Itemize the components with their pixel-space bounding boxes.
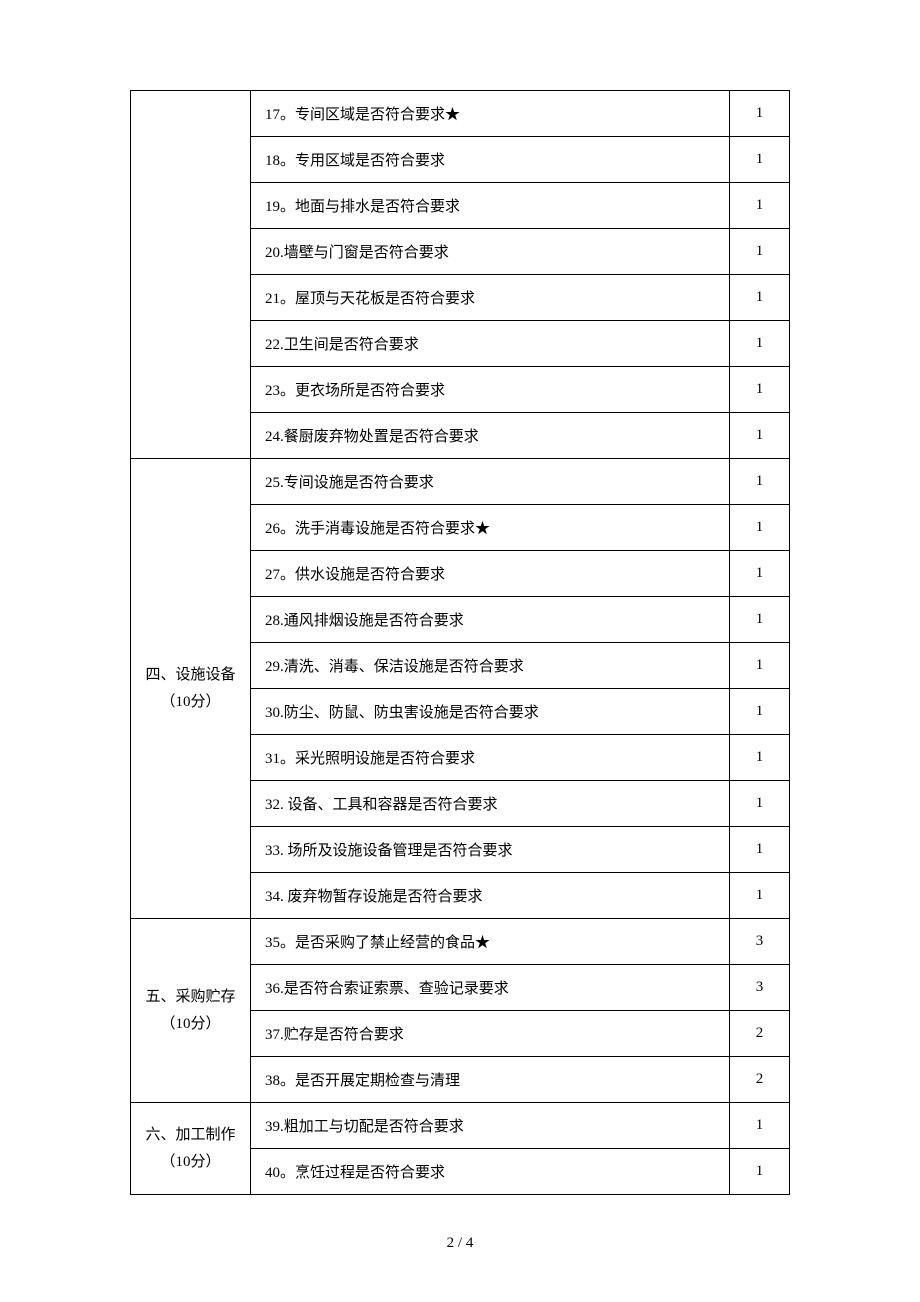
item-cell: 33. 场所及设施设备管理是否符合要求 bbox=[251, 827, 730, 873]
item-cell: 18。专用区域是否符合要求 bbox=[251, 137, 730, 183]
category-cell: 六、加工制作（10分） bbox=[131, 1103, 251, 1195]
assessment-table: 17。专间区域是否符合要求★118。专用区域是否符合要求119。地面与排水是否符… bbox=[130, 90, 790, 1195]
item-cell: 20.墙壁与门窗是否符合要求 bbox=[251, 229, 730, 275]
category-cell bbox=[131, 91, 251, 459]
page-footer: 2 / 4 bbox=[130, 1235, 790, 1252]
item-cell: 28.通风排烟设施是否符合要求 bbox=[251, 597, 730, 643]
score-cell: 1 bbox=[730, 137, 790, 183]
table-row: 五、采购贮存（10分）35。是否采购了禁止经营的食品★3 bbox=[131, 919, 790, 965]
item-cell: 35。是否采购了禁止经营的食品★ bbox=[251, 919, 730, 965]
score-cell: 2 bbox=[730, 1057, 790, 1103]
score-cell: 1 bbox=[730, 367, 790, 413]
item-cell: 31。采光照明设施是否符合要求 bbox=[251, 735, 730, 781]
score-cell: 1 bbox=[730, 643, 790, 689]
table-row: 17。专间区域是否符合要求★1 bbox=[131, 91, 790, 137]
item-cell: 25.专间设施是否符合要求 bbox=[251, 459, 730, 505]
item-cell: 19。地面与排水是否符合要求 bbox=[251, 183, 730, 229]
score-cell: 1 bbox=[730, 183, 790, 229]
table-row: 六、加工制作（10分）39.粗加工与切配是否符合要求1 bbox=[131, 1103, 790, 1149]
score-cell: 1 bbox=[730, 551, 790, 597]
score-cell: 1 bbox=[730, 1149, 790, 1195]
item-cell: 34. 废弃物暂存设施是否符合要求 bbox=[251, 873, 730, 919]
score-cell: 1 bbox=[730, 1103, 790, 1149]
item-cell: 38。是否开展定期检查与清理 bbox=[251, 1057, 730, 1103]
score-cell: 1 bbox=[730, 827, 790, 873]
item-cell: 21。屋顶与天花板是否符合要求 bbox=[251, 275, 730, 321]
score-cell: 1 bbox=[730, 689, 790, 735]
item-cell: 23。更衣场所是否符合要求 bbox=[251, 367, 730, 413]
category-cell: 五、采购贮存（10分） bbox=[131, 919, 251, 1103]
category-cell: 四、设施设备（10分） bbox=[131, 459, 251, 919]
score-cell: 1 bbox=[730, 505, 790, 551]
item-cell: 26。洗手消毒设施是否符合要求★ bbox=[251, 505, 730, 551]
score-cell: 1 bbox=[730, 459, 790, 505]
score-cell: 1 bbox=[730, 873, 790, 919]
score-cell: 1 bbox=[730, 229, 790, 275]
score-cell: 1 bbox=[730, 735, 790, 781]
item-cell: 22.卫生间是否符合要求 bbox=[251, 321, 730, 367]
item-cell: 37.贮存是否符合要求 bbox=[251, 1011, 730, 1057]
score-cell: 1 bbox=[730, 321, 790, 367]
score-cell: 3 bbox=[730, 919, 790, 965]
item-cell: 17。专间区域是否符合要求★ bbox=[251, 91, 730, 137]
item-cell: 27。供水设施是否符合要求 bbox=[251, 551, 730, 597]
item-cell: 40。烹饪过程是否符合要求 bbox=[251, 1149, 730, 1195]
table-body: 17。专间区域是否符合要求★118。专用区域是否符合要求119。地面与排水是否符… bbox=[131, 91, 790, 1195]
score-cell: 1 bbox=[730, 781, 790, 827]
item-cell: 36.是否符合索证索票、查验记录要求 bbox=[251, 965, 730, 1011]
page-number: 2 / 4 bbox=[447, 1235, 474, 1251]
score-cell: 3 bbox=[730, 965, 790, 1011]
score-cell: 2 bbox=[730, 1011, 790, 1057]
item-cell: 29.清洗、消毒、保洁设施是否符合要求 bbox=[251, 643, 730, 689]
score-cell: 1 bbox=[730, 275, 790, 321]
item-cell: 39.粗加工与切配是否符合要求 bbox=[251, 1103, 730, 1149]
score-cell: 1 bbox=[730, 413, 790, 459]
item-cell: 30.防尘、防鼠、防虫害设施是否符合要求 bbox=[251, 689, 730, 735]
score-cell: 1 bbox=[730, 597, 790, 643]
score-cell: 1 bbox=[730, 91, 790, 137]
item-cell: 32. 设备、工具和容器是否符合要求 bbox=[251, 781, 730, 827]
item-cell: 24.餐厨废弃物处置是否符合要求 bbox=[251, 413, 730, 459]
table-row: 四、设施设备（10分）25.专间设施是否符合要求1 bbox=[131, 459, 790, 505]
